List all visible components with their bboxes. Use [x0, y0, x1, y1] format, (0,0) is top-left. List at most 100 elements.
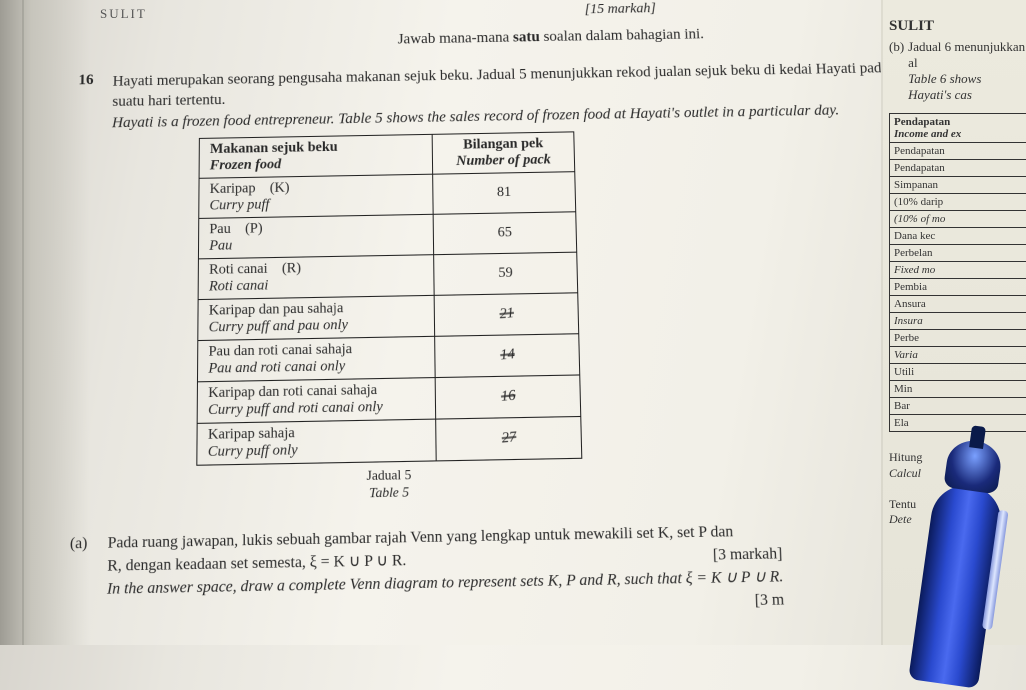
table-row: Min	[890, 381, 1026, 398]
table-caption: Jadual 5 Table 5	[196, 463, 582, 505]
right-footer: Hitung Calcul Tentu Dete	[889, 450, 1026, 528]
instr-bold: satu	[513, 29, 540, 45]
sulit-right: SULIT	[889, 18, 1026, 35]
hdr-food: Makanan sejuk beku Frozen food	[199, 134, 433, 178]
t6-h1i: Income and ex	[894, 128, 961, 140]
food-cell: Karipap dan pau sahajaCurry puff and pau…	[198, 295, 435, 340]
t6-cell: (10% darip	[890, 194, 1026, 211]
pack-cell: 16	[435, 375, 581, 419]
table-row: Pembia	[890, 279, 1026, 296]
right-page: SULIT (b) Jadual 6 menunjukkan al Table …	[881, 0, 1026, 645]
table-row: Karipap sahajaCurry puff only27	[197, 416, 582, 465]
table-row: (10% of mo	[890, 211, 1026, 228]
table-row: (10% darip	[890, 194, 1026, 211]
hdr-food-en: Frozen food	[210, 157, 281, 174]
section-instruction: Jawab mana-mana satu soalan dalam bahagi…	[200, 23, 903, 52]
table-row: Insura	[890, 313, 1026, 330]
part-b-my: Jadual 6 menunjukkan al	[908, 39, 1025, 70]
table-5-wrap: Makanan sejuk beku Frozen food Bilangan …	[196, 125, 924, 465]
food-cell: Roti canai (R)Roti canai	[198, 254, 434, 299]
food-cell: Pau (P)Pau	[198, 214, 433, 259]
t6-cell: Perbe	[890, 330, 1026, 347]
t6-cell: Perbelan	[890, 245, 1026, 262]
table-row: Varia	[890, 347, 1026, 364]
table-row: Pau (P)Pau65	[198, 212, 576, 259]
pack-cell: 81	[433, 171, 576, 214]
t6-cell: Ela	[890, 415, 1026, 432]
table-5: Makanan sejuk beku Frozen food Bilangan …	[196, 131, 582, 465]
table-row: Utili	[890, 364, 1026, 381]
part-a-body: Pada ruang jawapan, lukis sebuah gambar …	[106, 520, 784, 624]
hdr-pack: Bilangan pek Number of pack	[432, 132, 575, 174]
table-row: Perbelan	[890, 245, 1026, 262]
part-b-label: (b)	[889, 39, 904, 103]
t6-cell: Min	[890, 381, 1026, 398]
t6-cell: Utili	[890, 364, 1026, 381]
t6-cell: (10% of mo	[890, 211, 1026, 228]
marks-label: [15 markah]	[340, 0, 901, 23]
pack-cell: 27	[436, 416, 582, 460]
page-edge	[22, 0, 24, 645]
food-cell: Pau dan roti canai sahajaPau and roti ca…	[197, 336, 435, 382]
part-a-my2: R, dengan keadaan set semesta, ξ = K ∪ P…	[107, 552, 406, 575]
caption-my: Jadual 5	[367, 466, 412, 483]
t6-cell: Fixed mo	[890, 262, 1026, 279]
table-row: Simpanan	[890, 177, 1026, 194]
part-a-marks2: [3 m	[754, 589, 784, 613]
table-6: Pendapatan Income and ex PendapatanPenda…	[889, 113, 1026, 432]
t6-cell: Pendapatan	[890, 143, 1026, 160]
rf4: Dete	[889, 512, 912, 526]
table-row: Pendapatan	[890, 143, 1026, 160]
table-row: Ansura	[890, 296, 1026, 313]
rf3: Tentu	[889, 497, 916, 511]
t6-cell: Ansura	[890, 296, 1026, 313]
table-row: Karipap (K)Curry puff81	[199, 171, 576, 218]
pack-cell: 14	[435, 333, 580, 377]
question-number: 16	[77, 72, 100, 134]
food-cell: Karipap (K)Curry puff	[199, 174, 433, 218]
part-a-marks: [3 markah]	[712, 543, 782, 567]
table-row: Bar	[890, 398, 1026, 415]
part-a: (a) Pada ruang jawapan, lukis sebuah gam…	[68, 517, 932, 625]
part-b-text: Jadual 6 menunjukkan al Table 6 shows Ha…	[908, 39, 1026, 103]
table-row: Ela	[890, 415, 1026, 432]
table-row: Fixed mo	[890, 262, 1026, 279]
part-a-my1: Pada ruang jawapan, lukis sebuah gambar …	[108, 523, 734, 552]
question-16: 16 Hayati merupakan seorang pengusaha ma…	[77, 58, 906, 134]
pack-cell: 21	[434, 293, 579, 337]
part-b-en: Table 6 shows Hayati's cas	[908, 71, 981, 102]
pack-cell: 65	[433, 212, 577, 255]
q16-my-line1: Hayati merupakan seorang pengusaha makan…	[113, 64, 692, 90]
rf1: Hitung	[889, 450, 922, 464]
t6-hdr: Pendapatan Income and ex	[890, 114, 1026, 143]
caption-en: Table 5	[369, 483, 409, 500]
table-row: Pau dan roti canai sahajaPau and roti ca…	[197, 333, 579, 381]
instr-part2: soalan dalam bahagian ini.	[540, 26, 705, 45]
food-cell: Karipap dan roti canai sahajaCurry puff …	[197, 377, 436, 423]
t6-cell: Simpanan	[890, 177, 1026, 194]
table-row: Karipap dan pau sahajaCurry puff and pau…	[198, 293, 579, 341]
hdr-pack-en: Number of pack	[456, 152, 551, 169]
t6-cell: Insura	[890, 313, 1026, 330]
instr-part1: Jawab mana-mana	[398, 30, 514, 48]
table-row: Roti canai (R)Roti canai59	[198, 252, 578, 299]
left-page: [15 markah] Jawab mana-mana satu soalan …	[68, 0, 932, 625]
part-b: (b) Jadual 6 menunjukkan al Table 6 show…	[889, 39, 1026, 103]
food-cell: Karipap sahajaCurry puff only	[197, 419, 436, 465]
hdr-pack-my: Bilangan pek	[463, 136, 543, 153]
hdr-food-my: Makanan sejuk beku	[210, 139, 338, 157]
t6-cell: Bar	[890, 398, 1026, 415]
t6-cell: Varia	[890, 347, 1026, 364]
part-a-label: (a)	[68, 532, 97, 625]
question-body: Hayati merupakan seorang pengusaha makan…	[112, 58, 907, 133]
table-row: Dana kec	[890, 228, 1026, 245]
rf2: Calcul	[889, 466, 921, 480]
t6-cell: Dana kec	[890, 228, 1026, 245]
table-row: Pendapatan	[890, 160, 1026, 177]
t6-h1: Pendapatan	[894, 116, 950, 128]
t6-cell: Pembia	[890, 279, 1026, 296]
table-row: Karipap dan roti canai sahajaCurry puff …	[197, 375, 581, 423]
t6-cell: Pendapatan	[890, 160, 1026, 177]
table-row: Perbe	[890, 330, 1026, 347]
pack-cell: 59	[434, 252, 578, 295]
